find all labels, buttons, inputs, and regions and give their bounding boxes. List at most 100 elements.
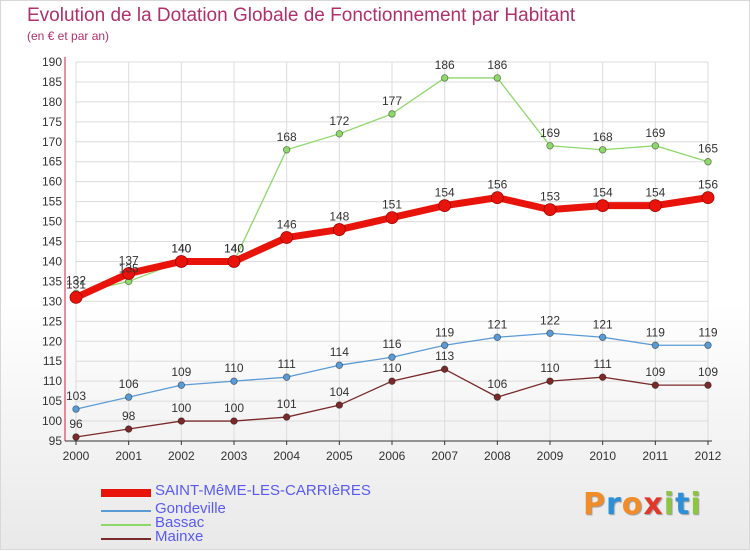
data-label: 109 bbox=[698, 365, 718, 379]
data-label: 96 bbox=[69, 417, 83, 431]
logo-letter: r bbox=[606, 487, 622, 522]
data-point bbox=[385, 211, 399, 224]
y-tick-label: 130 bbox=[42, 294, 62, 308]
chart-subtitle: (en € et par an) bbox=[27, 29, 110, 43]
x-tick-label: 2001 bbox=[115, 449, 142, 463]
data-point bbox=[546, 142, 554, 150]
data-label: 119 bbox=[435, 325, 454, 339]
logo-letter: i bbox=[663, 487, 676, 522]
data-label: 169 bbox=[540, 126, 560, 140]
legend-swatch-saint-meme bbox=[101, 489, 151, 497]
data-point bbox=[651, 341, 660, 349]
data-point bbox=[69, 290, 83, 304]
legend-swatch-gondeville bbox=[101, 510, 151, 512]
y-tick-label: 185 bbox=[42, 75, 62, 89]
series-layer bbox=[69, 74, 715, 441]
logo-letter: t bbox=[675, 487, 691, 522]
x-tick-label: 2000 bbox=[63, 449, 90, 463]
data-point bbox=[546, 377, 554, 385]
data-point bbox=[177, 417, 186, 425]
y-tick-label: 120 bbox=[42, 334, 62, 348]
data-label: 154 bbox=[435, 186, 455, 200]
y-tick-label: 170 bbox=[42, 135, 62, 149]
data-point bbox=[332, 223, 346, 236]
legend-swatch-bassac bbox=[101, 524, 151, 526]
data-label: 154 bbox=[593, 186, 613, 200]
legend-label-bassac: Bassac bbox=[155, 514, 205, 531]
data-label: 106 bbox=[119, 377, 139, 391]
legend-label-mainxe: Mainxe bbox=[155, 528, 204, 545]
data-point bbox=[651, 142, 660, 150]
data-point bbox=[230, 417, 238, 425]
x-tick-label: 2010 bbox=[589, 449, 616, 463]
data-point bbox=[543, 203, 557, 217]
data-point bbox=[388, 377, 396, 385]
data-point bbox=[701, 191, 715, 205]
y-tick-label: 135 bbox=[42, 274, 62, 288]
data-point bbox=[280, 231, 294, 244]
data-point bbox=[598, 146, 607, 154]
data-label: 132 bbox=[66, 273, 86, 287]
data-label: 165 bbox=[698, 142, 718, 156]
data-point bbox=[122, 267, 136, 280]
y-tick-label: 150 bbox=[42, 215, 62, 229]
data-point bbox=[648, 199, 662, 213]
y-tick-label: 110 bbox=[43, 374, 62, 388]
x-tick-label: 2005 bbox=[326, 449, 353, 463]
y-tick-label: 105 bbox=[42, 394, 62, 408]
data-label: 156 bbox=[487, 178, 507, 192]
data-point bbox=[596, 199, 610, 213]
logo-letter: o bbox=[621, 487, 644, 522]
data-point bbox=[335, 130, 344, 138]
data-label: 110 bbox=[540, 361, 559, 375]
data-label: 168 bbox=[593, 130, 613, 144]
y-tick-label: 100 bbox=[42, 414, 62, 428]
y-tick-label: 95 bbox=[49, 434, 63, 448]
data-point bbox=[704, 158, 712, 166]
axes: 95 100 105 110 115 120 125 130 135 140 145 150 155 16… bbox=[42, 55, 722, 463]
proxiti-logo: Proxiti bbox=[583, 487, 702, 522]
data-point bbox=[335, 401, 344, 409]
data-point bbox=[388, 110, 396, 118]
data-point bbox=[282, 146, 291, 154]
data-label: 135 bbox=[119, 261, 139, 275]
data-label: 111 bbox=[278, 357, 297, 371]
data-label: 140 bbox=[224, 241, 244, 255]
y-tick-label: 145 bbox=[42, 235, 62, 249]
data-point bbox=[230, 377, 238, 385]
x-tick-label: 2007 bbox=[431, 449, 458, 463]
data-label: 111 bbox=[594, 357, 613, 371]
logo-letter: i bbox=[690, 487, 702, 522]
data-label: 140 bbox=[171, 241, 191, 255]
x-tick-label: 2004 bbox=[273, 449, 300, 463]
data-point bbox=[282, 413, 291, 421]
data-label: 172 bbox=[329, 114, 349, 128]
data-label: 109 bbox=[645, 365, 665, 379]
data-label: 153 bbox=[540, 190, 560, 204]
data-point bbox=[124, 393, 133, 401]
data-label: 109 bbox=[171, 365, 191, 379]
data-label: 131 bbox=[66, 277, 86, 291]
y-tick-label: 155 bbox=[42, 195, 62, 209]
data-point bbox=[546, 329, 554, 337]
data-label: 186 bbox=[487, 58, 507, 72]
data-label: 106 bbox=[487, 377, 507, 391]
data-point bbox=[704, 341, 712, 349]
data-point bbox=[177, 381, 186, 389]
y-tick-label: 175 bbox=[42, 115, 62, 129]
data-point bbox=[651, 381, 660, 389]
data-label: 116 bbox=[382, 337, 401, 351]
data-label: 140 bbox=[224, 241, 244, 255]
data-label: 156 bbox=[698, 178, 718, 192]
data-point bbox=[440, 341, 449, 349]
data-point bbox=[704, 381, 712, 389]
y-tick-label: 115 bbox=[43, 354, 62, 368]
data-label: 100 bbox=[171, 401, 191, 415]
data-point bbox=[72, 433, 80, 441]
data-label: 114 bbox=[330, 345, 349, 359]
x-tick-label: 2008 bbox=[484, 449, 511, 463]
data-label: 169 bbox=[645, 126, 665, 140]
data-point bbox=[490, 191, 504, 205]
